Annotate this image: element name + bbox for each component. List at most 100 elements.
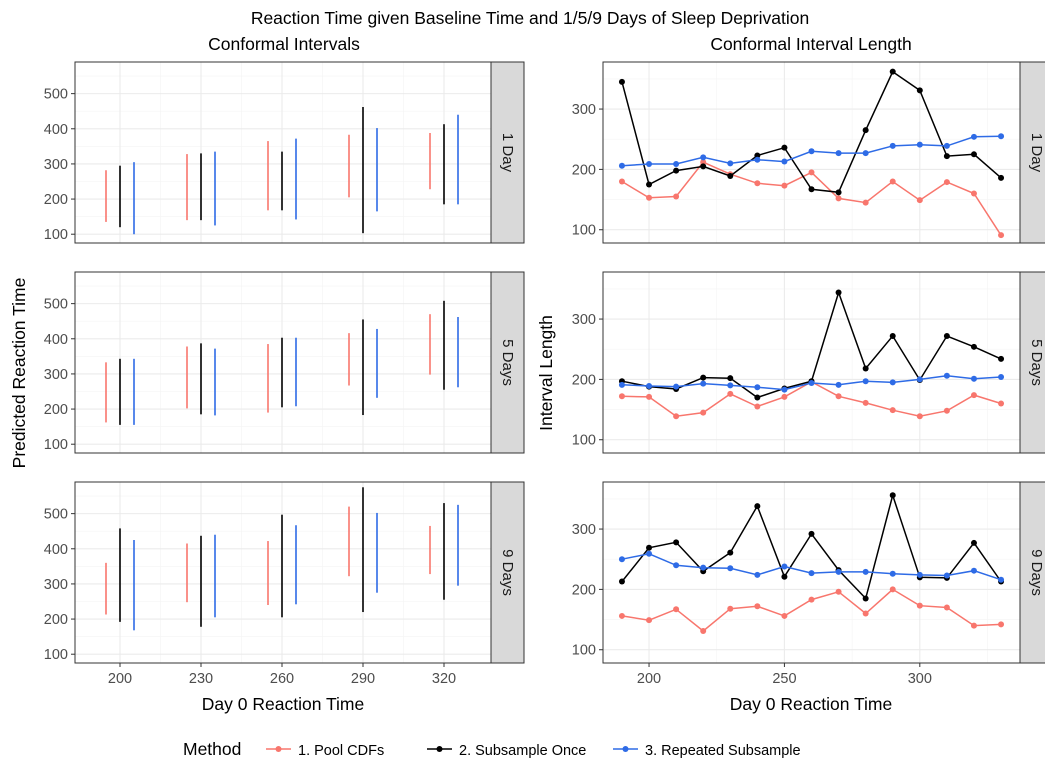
right-facet-5-days-point-1-pool-cdfs [835,393,842,400]
right-facet-1-day-point-2-subsample-once [700,163,707,170]
left-facet-1-day-panel-border [74,61,492,244]
right-facet-5-days-point-2-subsample-once [943,332,950,339]
right-facet-5-days-point-1-pool-cdfs [889,407,896,414]
right-facet-1-day-point-2-subsample-once [781,144,788,151]
right-facet-5-days-strip-label: 5 Days [1028,339,1045,386]
right-facet-9-days-point-2-subsample-once [646,544,653,551]
right-facet-5-days-point-2-subsample-once [700,374,707,381]
right-facet-1-day-y-tick-label: 100 [572,223,596,239]
right-facet-5-days-y-tick-label: 300 [572,312,596,328]
right-facet-5-days-point-2-subsample-once [862,365,869,372]
right-facet-1-day-panel-border [602,61,1021,244]
right-facet-1-day-point-1-pool-cdfs [673,193,680,200]
left-panel-subtitle: Conformal Intervals [208,34,360,54]
right-facet-1-day-y-tick-label: 300 [572,102,596,118]
right-facet-9-days-point-1-pool-cdfs [835,588,842,595]
right-facet-9-days-panel-border [602,481,1021,664]
right-facet-1-day-point-3-repeated-subsample [916,141,923,148]
right-facet-9-days-point-3-repeated-subsample [618,556,625,563]
right-facet-5-days-point-2-subsample-once [998,355,1005,362]
left-x-tick-label: 230 [189,671,213,687]
right-facet-1-day-y-tick-label: 200 [572,162,596,178]
right-facet-9-days-y-tick-label: 100 [572,643,596,659]
right-facet-9-days-point-2-subsample-once [808,530,815,537]
left-facet-1-day-strip-label: 1 Day [499,133,516,173]
right-x-tick-label: 250 [772,671,796,687]
right-facet-1-day-point-1-pool-cdfs [700,159,707,166]
right-facet-9-days-point-3-repeated-subsample [916,571,923,578]
right-facet-9-days-point-1-pool-cdfs [618,612,625,619]
left-facet-5-days-y-tick-label: 100 [44,437,68,453]
right-facet-5-days-plot-bg [603,272,1020,453]
left-x-tick-label: 320 [432,671,456,687]
right-facet-5-days-point-1-pool-cdfs [673,413,680,420]
right-facet-1-day-point-3-repeated-subsample [646,160,653,167]
left-x-axis-label: Day 0 Reaction Time [202,694,364,714]
right-facet-9-days-point-1-pool-cdfs [943,604,950,611]
right-facet-1-day-point-2-subsample-once [646,181,653,188]
right-facet-5-days-y-tick-label: 200 [572,372,596,388]
right-facet-9-days-point-1-pool-cdfs [916,602,923,609]
right-facet-9-days-point-3-repeated-subsample [673,562,680,569]
right-facet-5-days-point-1-pool-cdfs [998,400,1005,407]
right-facet-5-days-point-3-repeated-subsample [916,376,923,383]
right-facet-5-days-point-1-pool-cdfs [916,413,923,420]
right-facet-1-day-point-2-subsample-once [727,173,734,180]
right-facet-5-days-point-1-pool-cdfs [754,403,761,410]
right-facet-9-days-point-2-subsample-once [781,573,788,580]
legend-key-point-pool-cdfs [275,746,282,752]
right-facet-1-day-point-1-pool-cdfs [916,197,923,204]
right-facet-5-days-point-3-repeated-subsample [727,382,734,389]
right-facet-9-days-point-3-repeated-subsample [835,568,842,575]
right-facet-5-days-point-3-repeated-subsample [970,375,977,382]
right-facet-1-day-point-3-repeated-subsample [889,142,896,149]
right-facet-1-day-point-2-subsample-once [835,189,842,196]
right-facet-1-day-point-2-subsample-once [943,153,950,160]
right-facet-5-days-point-1-pool-cdfs [781,393,788,400]
right-facet-9-days-point-1-pool-cdfs [673,606,680,613]
right-facet-5-days-point-3-repeated-subsample [998,373,1005,380]
left-facet-9-days-y-tick-label: 400 [44,542,68,558]
right-facet-9-days-point-2-subsample-once [862,595,869,602]
right-facet-1-day-point-2-subsample-once [808,186,815,193]
right-facet-5-days-point-1-pool-cdfs [970,392,977,399]
right-facet-1-day-strip-label: 1 Day [1028,133,1045,173]
right-facet-5-days-point-3-repeated-subsample [618,381,625,388]
left-facet-9-days-y-tick-label: 100 [44,647,68,663]
right-facet-1-day-point-3-repeated-subsample [700,154,707,161]
right-facet-1-day-point-1-pool-cdfs [943,179,950,186]
legend-title: Method [183,739,241,759]
right-facet-5-days-point-1-pool-cdfs [943,407,950,414]
right-facet-5-days-point-3-repeated-subsample [781,386,788,393]
right-facet-5-days-point-3-repeated-subsample [673,383,680,390]
left-facet-9-days-plot-bg [75,482,491,663]
right-facet-1-day-point-1-pool-cdfs [862,199,869,206]
right-x-axis-label: Day 0 Reaction Time [730,694,892,714]
right-facet-5-days-point-1-pool-cdfs [727,390,734,397]
right-facet-9-days-point-3-repeated-subsample [998,576,1005,583]
right-facet-5-days-point-3-repeated-subsample [862,378,869,385]
right-facet-1-day-point-3-repeated-subsample [618,162,625,169]
right-facet-5-days-strip [1019,271,1045,454]
legend: Method 1. Pool CDFs 2. Subsample Once 3.… [183,739,801,759]
right-facet-1-day-point-2-subsample-once [673,167,680,174]
right-facet-9-days-point-1-pool-cdfs [998,621,1005,628]
right-facet-9-days-point-3-repeated-subsample [943,572,950,579]
right-facet-9-days-point-3-repeated-subsample [754,571,761,578]
left-facet-5-days-y-tick-label: 400 [44,332,68,348]
right-facet-1-day-point-2-subsample-once [889,68,896,75]
right-facet-1-day-point-3-repeated-subsample [727,160,734,167]
right-facet-5-days-point-3-repeated-subsample [889,379,896,386]
left-facet-5-days-strip-label: 5 Days [499,339,516,386]
right-facet-9-days-point-2-subsample-once [970,539,977,546]
left-facet-5-days-plot-bg [75,272,491,453]
right-facet-9-days-point-1-pool-cdfs [781,612,788,619]
right-facet-5-days-point-3-repeated-subsample [700,380,707,387]
right-facet-5-days-point-3-repeated-subsample [754,384,761,391]
right-facet-9-days-point-2-subsample-once [618,578,625,585]
right-x-tick-label: 300 [908,671,932,687]
left-facet-5-days-strip [490,271,525,454]
left-facet-1-day-y-tick-label: 400 [44,122,68,138]
chart-title: Reaction Time given Baseline Time and 1/… [251,8,809,28]
